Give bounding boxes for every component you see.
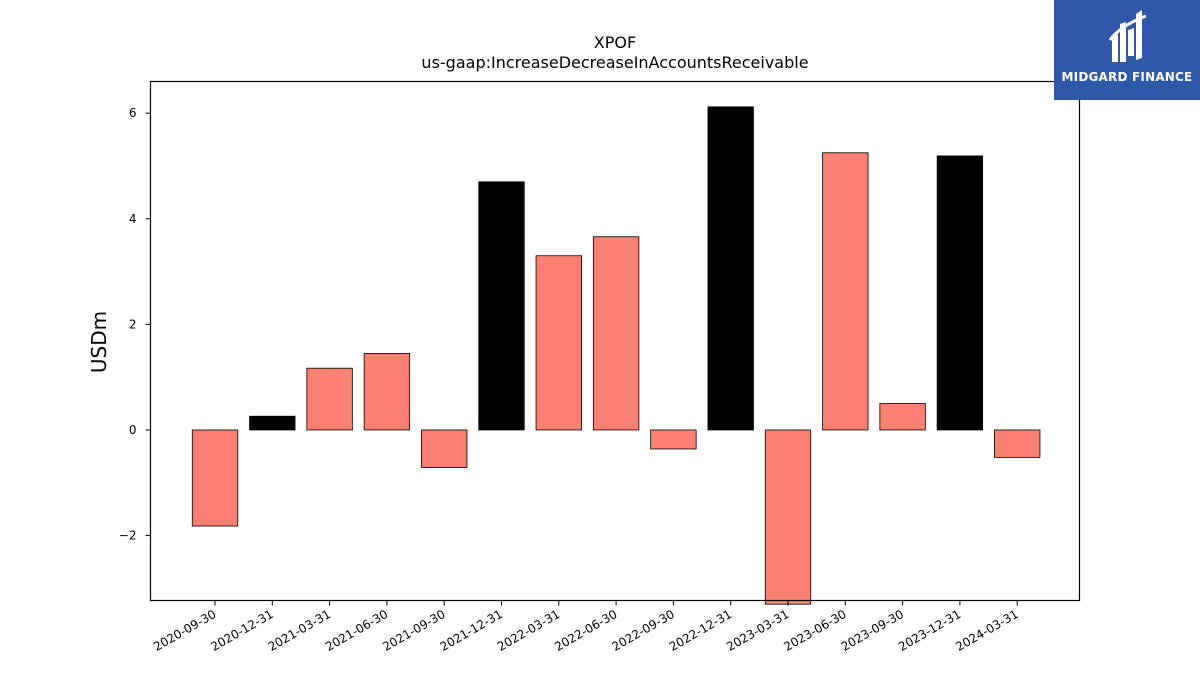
bar-2022-06-30 — [592, 236, 640, 431]
bar-2021-06-30 — [363, 353, 411, 431]
x-axis-ticks: 2020-09-302020-12-312021-03-312021-06-30… — [151, 600, 1021, 654]
x-tick-label: 2021-09-30 — [380, 607, 447, 654]
y-tick-label: 2 — [129, 317, 137, 331]
bar-2020-09-30 — [191, 429, 239, 527]
midgard-finance-logo: MIDGARD FINANCE — [1054, 0, 1200, 100]
bar-2023-12-31 — [936, 155, 984, 431]
x-tick-label: 2022-12-31 — [667, 607, 734, 654]
x-tick-label: 2022-03-31 — [495, 607, 562, 654]
chart-subtitle: us-gaap:IncreaseDecreaseInAccountsReceiv… — [421, 53, 808, 72]
y-tick-label: −2 — [119, 529, 137, 543]
x-tick-label: 2022-09-30 — [609, 607, 676, 654]
bar-2021-03-31 — [306, 367, 353, 431]
x-tick-label: 2022-06-30 — [552, 607, 619, 654]
x-tick-label: 2023-06-30 — [781, 607, 848, 654]
bar-2023-09-30 — [879, 403, 926, 431]
bar-2023-03-31 — [764, 429, 812, 605]
bar-2021-09-30 — [421, 429, 468, 468]
x-tick-label: 2021-03-31 — [266, 607, 333, 654]
y-axis-ticks: −2 0 2 4 6 — [119, 106, 151, 543]
bar-2023-06-30 — [822, 152, 869, 431]
x-tick-label: 2024-03-31 — [953, 607, 1020, 654]
logo-text: MIDGARD FINANCE — [1061, 70, 1193, 84]
y-axis-label: USDm — [87, 311, 111, 373]
y-tick-label: 6 — [129, 106, 137, 120]
bar-2022-03-31 — [535, 255, 582, 431]
x-tick-label: 2020-09-30 — [151, 607, 218, 654]
plot-frame — [149, 80, 1081, 602]
x-tick-label: 2020-12-31 — [208, 607, 275, 654]
x-tick-label: 2023-09-30 — [839, 607, 906, 654]
y-tick-label: 0 — [129, 423, 137, 437]
x-tick-label: 2021-12-31 — [438, 607, 505, 654]
bar-2022-12-31 — [707, 106, 754, 431]
midgard-logo-icon — [1108, 10, 1147, 62]
x-tick-label: 2021-06-30 — [323, 607, 390, 654]
chart-title: XPOF — [594, 33, 636, 52]
bars-group — [191, 106, 1041, 605]
bar-2022-09-30 — [650, 429, 697, 450]
y-tick-label: 4 — [129, 212, 137, 226]
bar-2020-12-31 — [249, 415, 296, 431]
bar-2024-03-31 — [994, 429, 1041, 458]
bar-2021-12-31 — [478, 181, 525, 431]
x-tick-label: 2023-12-31 — [896, 607, 963, 654]
x-tick-label: 2023-03-31 — [724, 607, 791, 654]
